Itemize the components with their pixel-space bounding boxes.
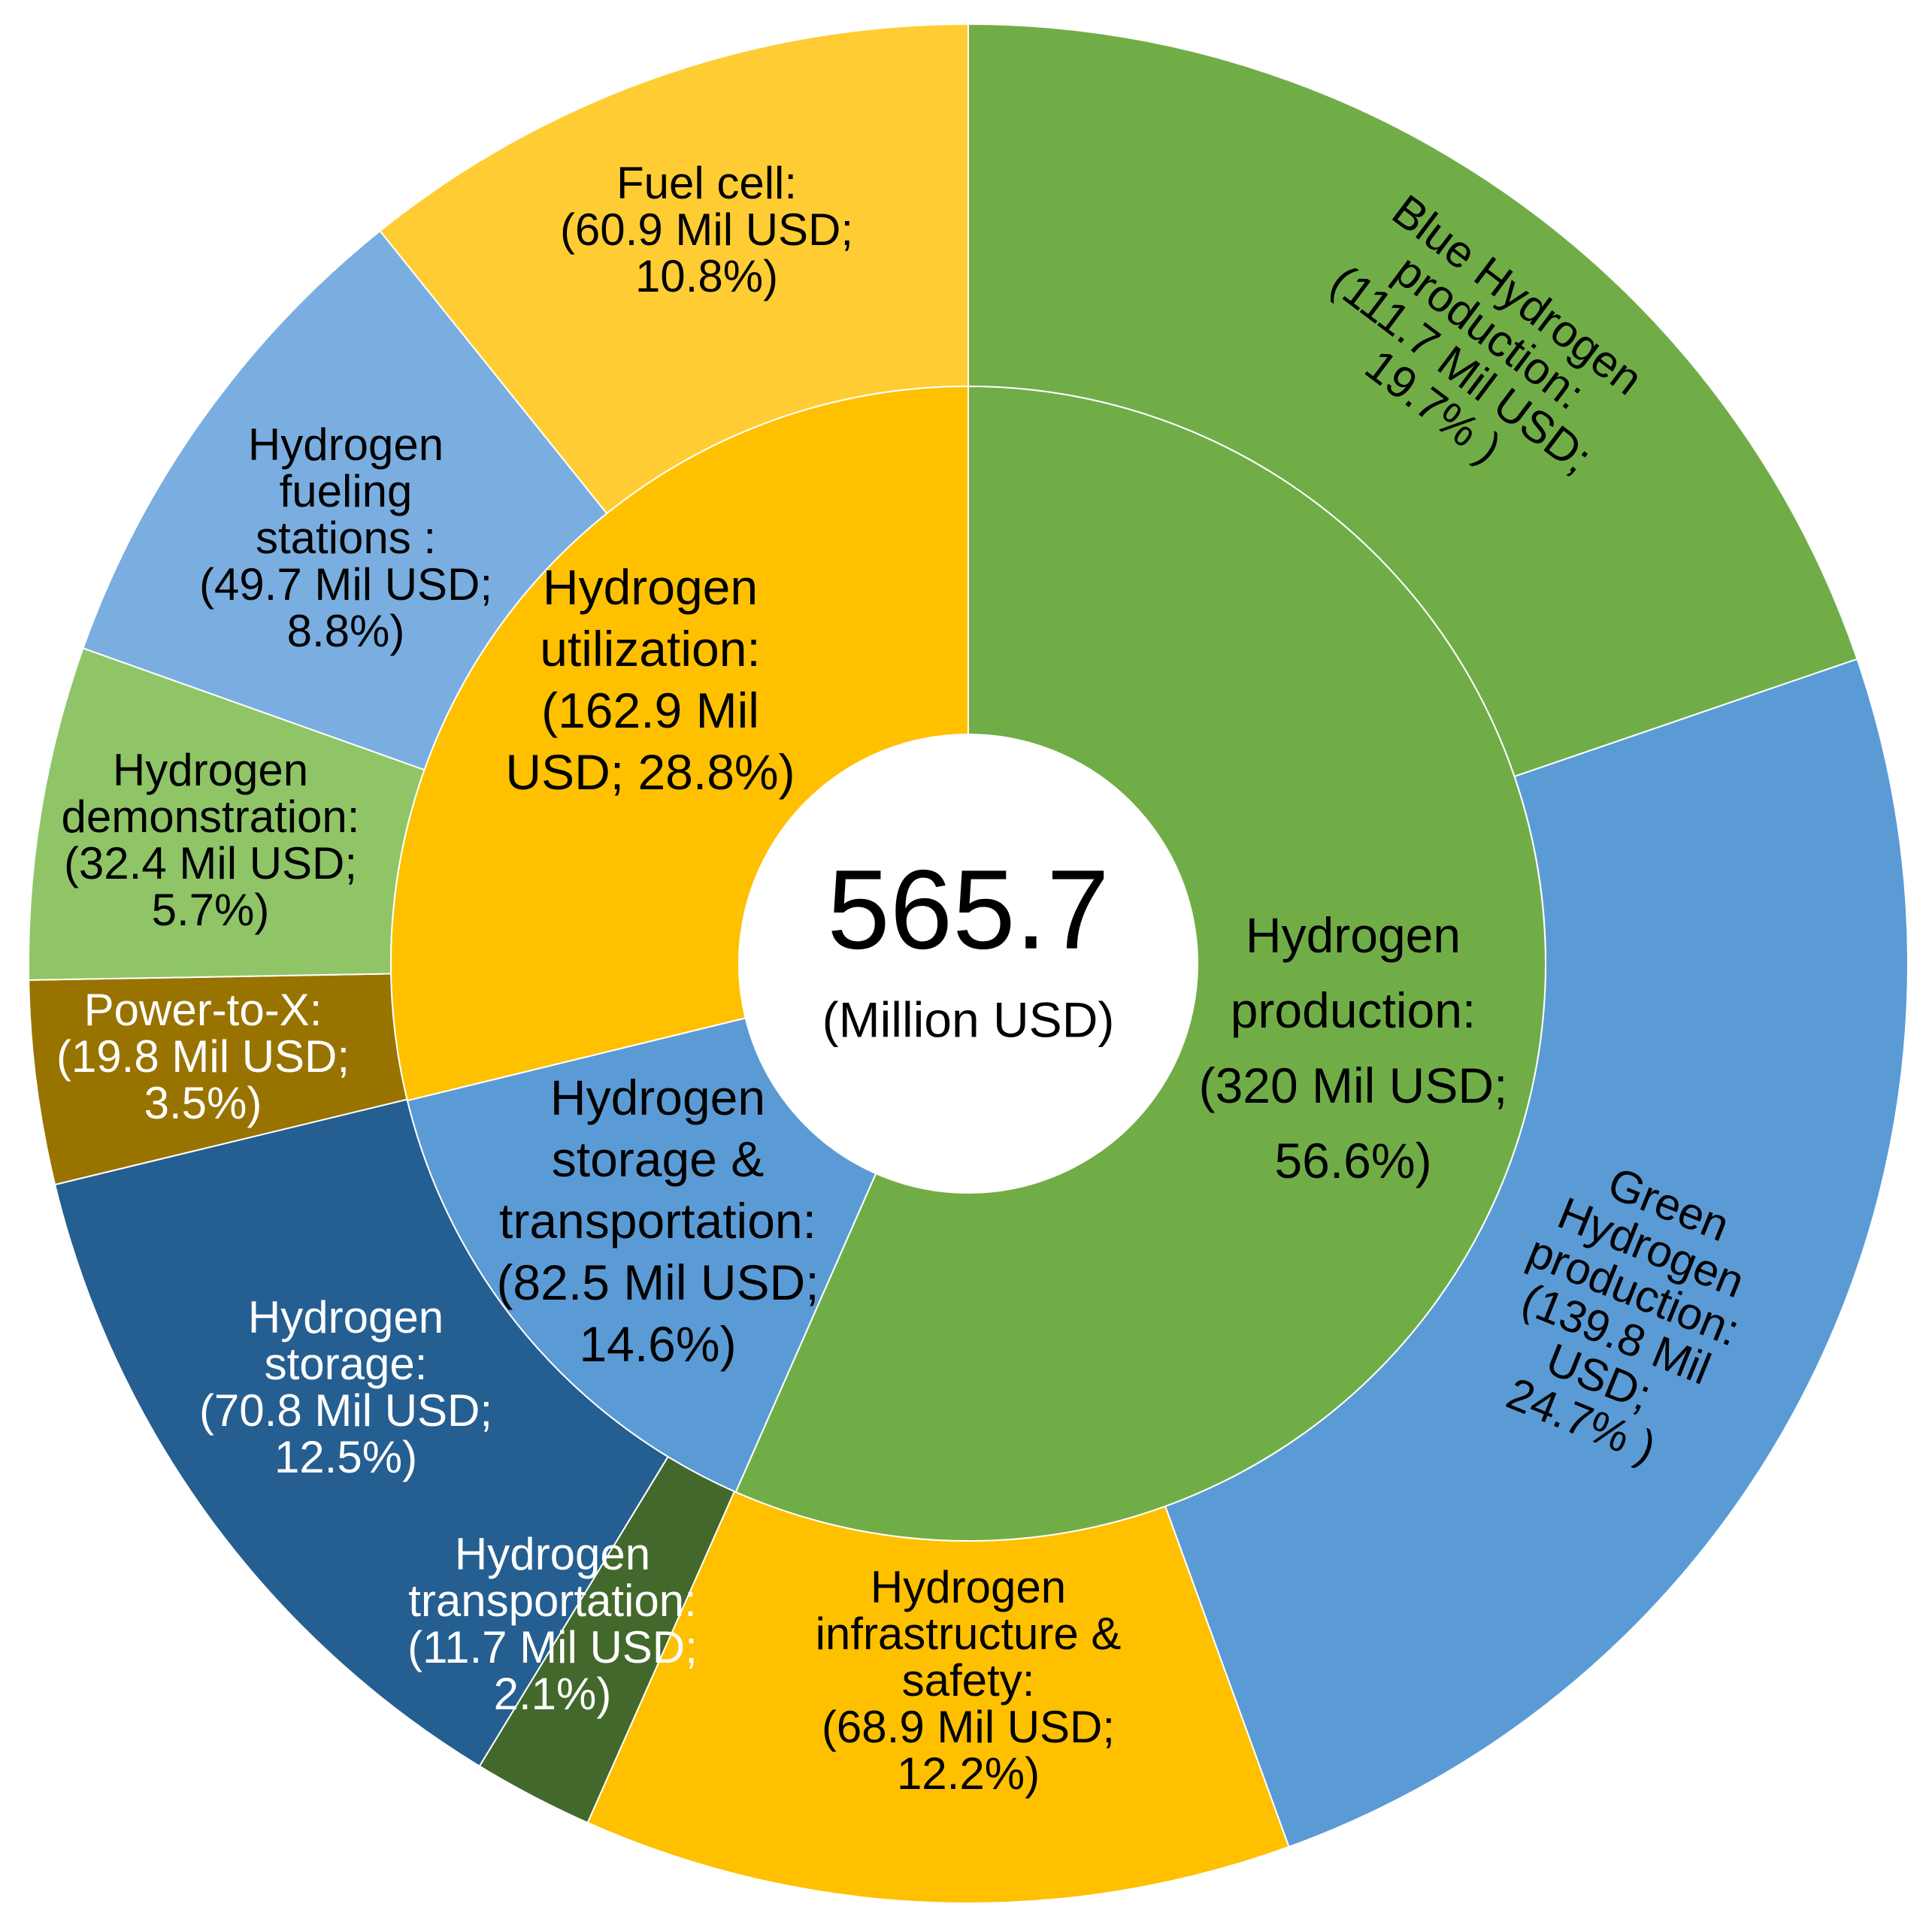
outer-ring [28,23,1909,1904]
inner-label-line: USD; 28.8%) [505,744,795,800]
inner-label-line: (162.9 Mil [541,683,759,738]
inner-label-hydrogen-utilization: Hydrogen utilization: (162.9 Mil USD; 28.8%… [505,559,795,800]
outer-label-line: (70.8 Mil USD; [199,1385,492,1436]
inner-label-line: (82.5 Mil USD; [496,1255,819,1310]
outer-label-hydrogen-transportation: Hydrogen transportation: (11.7 Mil USD; 2.1… [407,1529,698,1719]
outer-label-fuel-cell: Fuel cell: (60.9 Mil USD; 10.8%) [560,158,853,301]
outer-label-line: transportation: [408,1576,697,1626]
inner-label-line: storage & [552,1131,765,1187]
outer-label-line: Hydrogen [248,1292,444,1342]
inner-label-line: production: [1231,982,1476,1038]
outer-label-line: Hydrogen [113,745,308,795]
outer-label-hydrogen-storage: Hydrogen storage: (70.8 Mil USD; 12.5%) [199,1292,492,1482]
outer-label-line: infrastructure & [816,1609,1122,1659]
outer-label-line: demonstration: [62,792,360,842]
outer-label-line: 8.8%) [287,606,405,656]
outer-label-hydrogen-infrastructure-safety: Hydrogen infrastructure & safety: (68.9 Mil… [816,1562,1122,1799]
outer-label-line: 5.7%) [152,885,270,935]
inner-ring-labels: Hydrogen production: (320 Mil USD; 56.6%)Hy… [496,559,1507,1372]
outer-label-line: 12.2%) [897,1748,1040,1799]
inner-label-line: Hydrogen [550,1070,765,1125]
inner-label-line: 56.6%) [1274,1133,1431,1188]
outer-label-line: 3.5%) [144,1078,262,1128]
outer-label-line: (49.7 Mil USD; [199,559,492,610]
outer-label-line: Fuel cell: [616,158,797,208]
outer-label-line: safety: [902,1655,1035,1706]
outer-label-line: 12.5%) [274,1432,417,1482]
outer-label-line: (19.8 Mil USD; [56,1031,350,1082]
inner-label-line: transportation: [499,1193,816,1249]
center-total-unit: (Million USD) [822,991,1115,1047]
inner-label-line: 14.6%) [579,1316,736,1372]
inner-label-line: Hydrogen [543,559,758,615]
inner-label-line: utilization: [540,621,761,677]
outer-label-line: (60.9 Mil USD; [560,204,853,255]
outer-label-line: (11.7 Mil USD; [407,1622,698,1672]
outer-label-line: Power-to-X: [84,985,323,1035]
inner-label-line: Hydrogen [1246,907,1461,963]
center-hole [739,734,1198,1193]
outer-label-line: 2.1%) [494,1669,612,1719]
inner-ring [390,385,1546,1542]
outer-label-line: 10.8%) [635,251,778,301]
inner-label-line: (320 Mil USD; [1199,1058,1508,1113]
outer-label-hydrogen-fueling-stations: Hydrogen fueling stations : (49.7 Mil USD; 8… [199,419,492,656]
outer-label-line: Hydrogen [871,1562,1066,1612]
outer-label-line: (68.9 Mil USD; [822,1702,1115,1752]
outer-label-power-to-x: Power-to-X: (19.8 Mil USD; 3.5%) [56,985,350,1128]
center-total-value: 565.7 [827,846,1109,973]
outer-label-line: stations : [256,513,436,563]
inner-label-hydrogen-storage-transportation: Hydrogen storage & transportation: (82.5 Mi… [496,1070,819,1372]
inner-label-hydrogen-production: Hydrogen production: (320 Mil USD; 56.6%) [1199,907,1508,1188]
outer-label-line: fueling [280,466,413,516]
outer-label-hydrogen-demonstration: Hydrogen demonstration: (32.4 Mil USD; 5.7%… [62,745,360,935]
outer-label-line: storage: [265,1339,428,1389]
outer-label-line: (32.4 Mil USD; [64,838,357,888]
outer-label-line: Hydrogen [248,419,444,470]
outer-label-line: Hydrogen [455,1529,650,1579]
